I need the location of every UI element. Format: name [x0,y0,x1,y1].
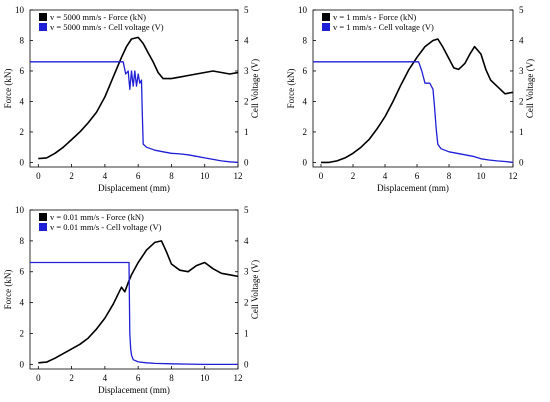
legend-swatch [39,223,47,231]
y-axis-label: Force (kN) [3,69,13,109]
y-tick-label: 10 [15,5,25,15]
legend-swatch [39,23,47,31]
legend-label: v = 1 mm/s - Cell voltage (V) [333,22,434,32]
y2-tick-label: 1 [244,127,249,137]
voltage-series-line [30,261,238,366]
voltage-series-line [30,61,238,164]
y2-axis-label: Cell Voltage (V) [525,59,535,118]
x-tick-label: 2 [69,373,74,383]
x-tick-label: 10 [200,373,210,383]
y-tick-label: 2 [20,328,25,338]
y2-tick-label: 0 [519,157,524,167]
y2-tick-label: 3 [519,66,524,76]
y2-tick-label: 5 [244,5,249,15]
y-tick-label: 8 [20,35,25,45]
y2-tick-label: 2 [244,298,249,308]
plot-frame [29,9,239,168]
x-tick-label: 8 [447,171,452,181]
y2-tick-label: 0 [244,359,249,369]
y2-tick-label: 4 [244,35,249,45]
y2-tick-label: 5 [519,5,524,15]
y-tick-label: 4 [303,96,308,106]
x-tick-label: 10 [200,171,210,181]
x-tick-label: 8 [169,373,174,383]
x-tick-label: 2 [351,171,356,181]
x-tick-label: 12 [509,171,518,181]
y-tick-label: 0 [20,359,25,369]
x-tick-label: 0 [319,171,324,181]
y2-axis-label: Cell Voltage (V) [250,59,260,118]
x-axis-label: Displacement (mm) [98,183,170,193]
x-tick-label: 6 [136,171,141,181]
y-tick-label: 0 [303,157,308,167]
legend-swatch [39,213,47,221]
y2-tick-label: 4 [244,236,249,246]
y-tick-label: 2 [20,127,25,137]
y-tick-label: 0 [20,157,25,167]
y2-tick-label: 1 [519,127,524,137]
y2-tick-label: 0 [244,157,249,167]
legend-swatch [322,13,330,21]
x-tick-label: 2 [69,171,74,181]
y-tick-label: 10 [15,205,25,215]
x-tick-label: 6 [136,373,141,383]
y-tick-label: 4 [20,298,25,308]
y-tick-label: 6 [20,66,25,76]
legend-label: v = 1 mm/s - Force (kN) [333,12,416,22]
x-tick-label: 10 [477,171,487,181]
y-tick-label: 6 [20,267,25,277]
y2-tick-label: 2 [244,96,249,106]
legend-swatch [322,23,330,31]
plot-frame [312,9,514,168]
x-tick-label: 4 [383,171,388,181]
y-tick-label: 10 [298,5,308,15]
y2-tick-label: 3 [244,267,249,277]
legend-swatch [39,13,47,21]
y2-tick-label: 3 [244,66,249,76]
y2-tick-label: 1 [244,328,249,338]
x-tick-label: 8 [169,171,174,181]
x-tick-label: 6 [415,171,420,181]
y2-axis-label: Cell Voltage (V) [250,260,260,319]
x-tick-label: 12 [234,171,243,181]
force-series-line [38,240,238,364]
y2-tick-label: 4 [519,35,524,45]
x-tick-label: 4 [103,171,108,181]
y-tick-label: 2 [303,127,308,137]
x-tick-label: 4 [103,373,108,383]
x-tick-label: 12 [234,373,243,383]
y-tick-label: 6 [303,66,308,76]
force-series-line [38,36,238,160]
legend-label: v = 0.01 mm/s - Force (kN) [50,212,144,222]
y-tick-label: 8 [303,35,308,45]
legend-label: v = 5000 mm/s - Cell voltage (V) [50,22,164,32]
y-axis-label: Force (kN) [286,69,296,109]
plot-frame [29,209,239,370]
force-series-line [321,38,513,164]
y-tick-label: 8 [20,236,25,246]
y-axis-label: Force (kN) [3,270,13,310]
y2-tick-label: 2 [519,96,524,106]
x-tick-label: 0 [36,171,41,181]
x-axis-label: Displacement (mm) [98,385,170,395]
y-tick-label: 4 [20,96,25,106]
voltage-series-line [313,61,513,164]
legend-label: v = 0.01 mm/s - Cell voltage (V) [50,222,162,232]
x-tick-label: 0 [36,373,41,383]
y2-tick-label: 5 [244,205,249,215]
legend-label: v = 5000 mm/s - Force (kN) [50,12,146,22]
x-axis-label: Displacement (mm) [377,183,449,193]
